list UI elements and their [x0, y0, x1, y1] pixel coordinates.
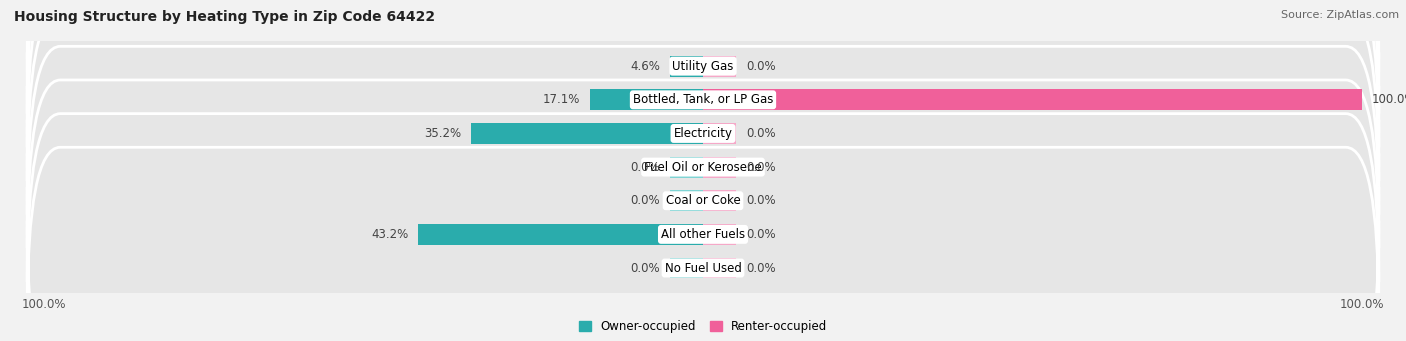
- Bar: [418, 224, 703, 245]
- Bar: [471, 123, 703, 144]
- FancyBboxPatch shape: [27, 147, 1379, 341]
- Text: Source: ZipAtlas.com: Source: ZipAtlas.com: [1281, 10, 1399, 20]
- Text: 4.6%: 4.6%: [630, 60, 661, 73]
- Text: All other Fuels: All other Fuels: [661, 228, 745, 241]
- Text: 0.0%: 0.0%: [630, 161, 661, 174]
- Text: 35.2%: 35.2%: [425, 127, 461, 140]
- Text: 0.0%: 0.0%: [745, 161, 776, 174]
- Text: 0.0%: 0.0%: [745, 60, 776, 73]
- Bar: [591, 89, 703, 110]
- Bar: [671, 257, 703, 279]
- FancyBboxPatch shape: [27, 0, 1379, 221]
- Text: 0.0%: 0.0%: [745, 228, 776, 241]
- Bar: [703, 157, 735, 178]
- Text: 17.1%: 17.1%: [543, 93, 581, 106]
- Text: 0.0%: 0.0%: [745, 127, 776, 140]
- Legend: Owner-occupied, Renter-occupied: Owner-occupied, Renter-occupied: [579, 320, 827, 333]
- Text: 43.2%: 43.2%: [371, 228, 408, 241]
- FancyBboxPatch shape: [27, 80, 1379, 322]
- Bar: [671, 157, 703, 178]
- Text: 0.0%: 0.0%: [745, 262, 776, 275]
- FancyBboxPatch shape: [27, 114, 1379, 341]
- Bar: [703, 89, 1362, 110]
- Text: No Fuel Used: No Fuel Used: [665, 262, 741, 275]
- Bar: [671, 56, 703, 77]
- Text: Housing Structure by Heating Type in Zip Code 64422: Housing Structure by Heating Type in Zip…: [14, 10, 436, 24]
- Text: 100.0%: 100.0%: [1372, 93, 1406, 106]
- Text: Electricity: Electricity: [673, 127, 733, 140]
- Bar: [703, 224, 735, 245]
- Bar: [703, 56, 735, 77]
- Text: 0.0%: 0.0%: [630, 194, 661, 207]
- Text: Coal or Coke: Coal or Coke: [665, 194, 741, 207]
- FancyBboxPatch shape: [27, 13, 1379, 254]
- Text: Bottled, Tank, or LP Gas: Bottled, Tank, or LP Gas: [633, 93, 773, 106]
- FancyBboxPatch shape: [27, 46, 1379, 288]
- Text: Fuel Oil or Kerosene: Fuel Oil or Kerosene: [644, 161, 762, 174]
- Text: Utility Gas: Utility Gas: [672, 60, 734, 73]
- Bar: [703, 190, 735, 211]
- Bar: [703, 123, 735, 144]
- Text: 0.0%: 0.0%: [630, 262, 661, 275]
- Bar: [671, 190, 703, 211]
- Bar: [703, 257, 735, 279]
- FancyBboxPatch shape: [27, 0, 1379, 187]
- Text: 0.0%: 0.0%: [745, 194, 776, 207]
